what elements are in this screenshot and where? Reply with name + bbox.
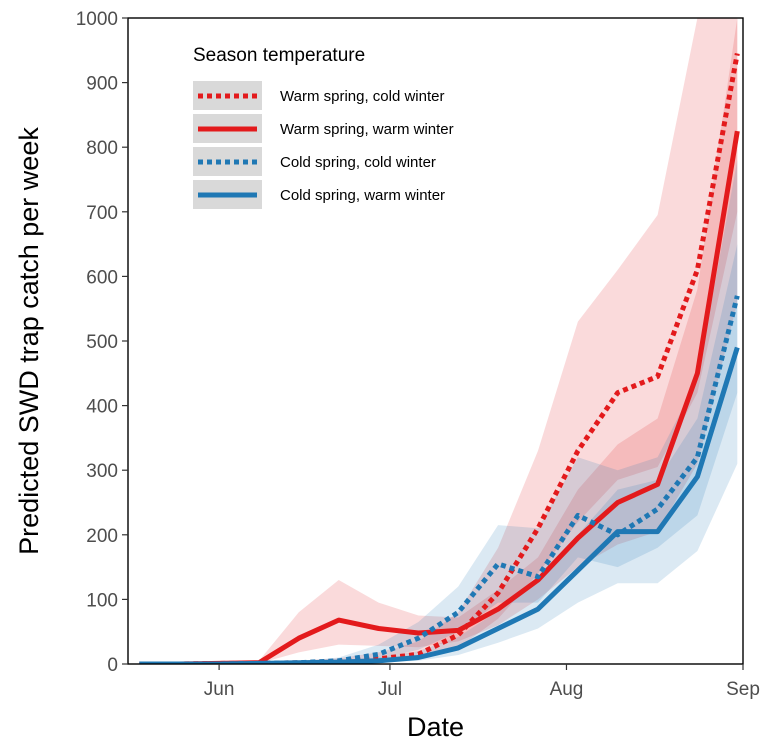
confidence-band-2: [139, 18, 738, 664]
confidence-band-3: [139, 160, 738, 664]
y-tick-label: 200: [86, 526, 118, 547]
x-tick-label: Aug: [550, 679, 584, 700]
legend-entry-label: Warm spring, cold winter: [280, 88, 445, 105]
x-axis-label: Date: [407, 712, 464, 742]
x-axis: Jun Jul Aug Sep: [204, 664, 760, 700]
y-tick-label: 600: [86, 267, 118, 288]
y-tick-label: 900: [86, 74, 118, 95]
legend-entry-label: Warm spring, warm winter: [280, 121, 454, 138]
y-tick-label: 400: [86, 397, 118, 418]
x-tick-label: Jun: [204, 679, 235, 700]
legend-entry-label: Cold spring, cold winter: [280, 154, 436, 171]
y-tick-label: 1000: [76, 9, 118, 30]
confidence-band-1: [139, 18, 738, 664]
y-tick-label: 0: [107, 655, 118, 676]
y-tick-label: 100: [86, 590, 118, 611]
y-tick-label: 800: [86, 138, 118, 159]
legend: Season temperature Warm spring, cold win…: [193, 45, 454, 209]
y-tick-label: 700: [86, 203, 118, 224]
legend-entry-label: Cold spring, warm winter: [280, 187, 445, 204]
y-axis-label: Predicted SWD trap catch per week: [14, 127, 44, 555]
x-tick-label: Jul: [378, 679, 402, 700]
x-tick-label: Sep: [726, 679, 760, 700]
y-axis: 0 100 200 300 400 500 600 700 800 900 1000: [76, 9, 128, 676]
y-tick-label: 300: [86, 461, 118, 482]
legend-title: Season temperature: [193, 45, 365, 66]
y-tick-label: 500: [86, 332, 118, 353]
